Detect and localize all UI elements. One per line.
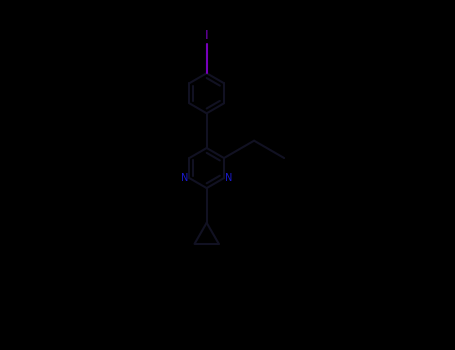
Text: I: I (205, 29, 208, 42)
Text: N: N (181, 173, 188, 183)
Text: N: N (225, 173, 232, 183)
